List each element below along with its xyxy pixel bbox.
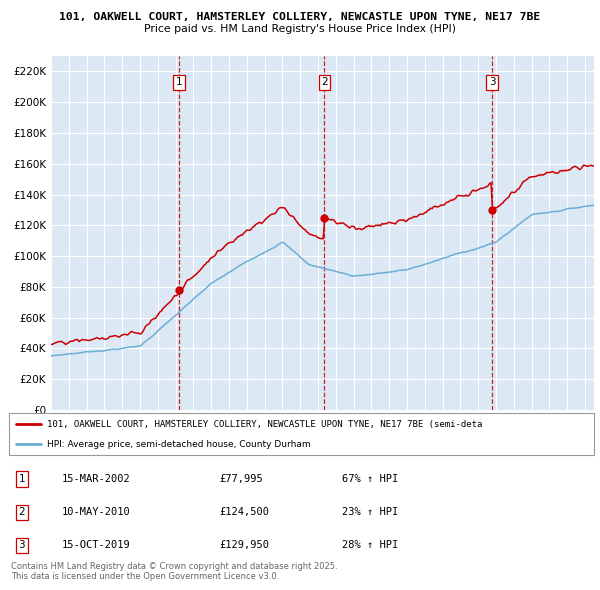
Text: 15-OCT-2019: 15-OCT-2019	[62, 540, 130, 550]
Text: HPI: Average price, semi-detached house, County Durham: HPI: Average price, semi-detached house,…	[47, 440, 311, 448]
Text: 23% ↑ HPI: 23% ↑ HPI	[343, 507, 398, 517]
Text: Contains HM Land Registry data © Crown copyright and database right 2025.
This d: Contains HM Land Registry data © Crown c…	[11, 562, 337, 581]
Text: 10-MAY-2010: 10-MAY-2010	[62, 507, 130, 517]
Text: 101, OAKWELL COURT, HAMSTERLEY COLLIERY, NEWCASTLE UPON TYNE, NE17 7BE (semi-det: 101, OAKWELL COURT, HAMSTERLEY COLLIERY,…	[47, 420, 482, 429]
Text: 3: 3	[489, 77, 496, 87]
Text: 1: 1	[19, 474, 25, 484]
Text: £129,950: £129,950	[220, 540, 269, 550]
Text: 3: 3	[19, 540, 25, 550]
Text: 15-MAR-2002: 15-MAR-2002	[62, 474, 130, 484]
Text: 67% ↑ HPI: 67% ↑ HPI	[343, 474, 398, 484]
Text: 28% ↑ HPI: 28% ↑ HPI	[343, 540, 398, 550]
Text: 1: 1	[176, 77, 182, 87]
Text: Price paid vs. HM Land Registry's House Price Index (HPI): Price paid vs. HM Land Registry's House …	[144, 24, 456, 34]
Text: £77,995: £77,995	[220, 474, 263, 484]
Text: £124,500: £124,500	[220, 507, 269, 517]
Text: 101, OAKWELL COURT, HAMSTERLEY COLLIERY, NEWCASTLE UPON TYNE, NE17 7BE: 101, OAKWELL COURT, HAMSTERLEY COLLIERY,…	[59, 12, 541, 22]
Text: 2: 2	[19, 507, 25, 517]
Text: 2: 2	[321, 77, 328, 87]
FancyBboxPatch shape	[9, 413, 594, 455]
